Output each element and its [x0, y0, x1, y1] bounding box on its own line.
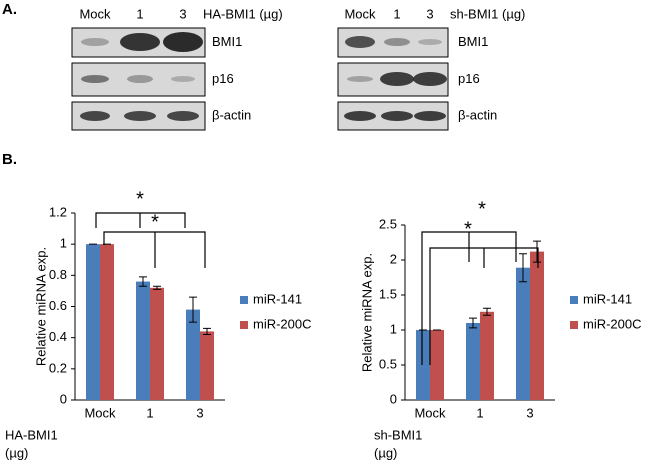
y-tick-label: 0.6	[49, 298, 67, 313]
x-tick-label: 3	[526, 405, 533, 420]
legend-swatch	[570, 296, 578, 304]
error-bar	[153, 285, 161, 290]
y-tick-label: 1.5	[379, 286, 397, 301]
legend-label: miR-141	[583, 291, 632, 306]
significance-brackets	[95, 212, 539, 365]
bar	[430, 330, 444, 400]
bar	[480, 311, 494, 400]
significance-star: *	[464, 218, 472, 240]
y-tick-label: 0.2	[49, 360, 67, 375]
bar	[516, 267, 530, 400]
lane-label: 3	[179, 6, 186, 21]
treatment-label: HA-BMI1 (µg)	[203, 6, 283, 21]
bar	[150, 287, 164, 400]
x-tick-label: 1	[476, 405, 483, 420]
error-bar	[189, 296, 197, 323]
error-bar	[139, 276, 147, 287]
protein-label: β-actin	[458, 107, 497, 122]
bar	[100, 244, 114, 400]
bar	[136, 281, 150, 400]
protein-label: BMI1	[212, 34, 242, 49]
legend-swatch	[570, 321, 578, 329]
x-tick-label: 1	[146, 405, 153, 420]
x-tick-label: Mock	[414, 405, 446, 420]
panel-label: A.	[2, 1, 17, 18]
y-tick-label: 1.2	[49, 204, 67, 219]
bar	[86, 244, 100, 400]
legend-label: miR-200C	[583, 316, 642, 331]
bar	[186, 309, 200, 400]
error-bar	[533, 240, 541, 263]
legend-label: miR-200C	[253, 316, 312, 331]
y-tick-label: 2.5	[379, 216, 397, 231]
protein-label: BMI1	[458, 34, 488, 49]
y-axis-label: Relative miRNA exp.	[359, 253, 374, 372]
error-bar	[469, 317, 477, 329]
error-bar	[519, 253, 527, 283]
lane-label: 3	[426, 6, 433, 21]
treatment-label: sh-BMI1 (µg)	[450, 6, 525, 21]
protein-label: p16	[212, 71, 234, 86]
y-tick-label: 1	[390, 321, 397, 336]
y-tick-label: 2	[390, 251, 397, 266]
legend-swatch	[240, 321, 248, 329]
y-tick-label: 0.8	[49, 267, 67, 282]
x-tick-label: 3	[196, 405, 203, 420]
lane-label: 1	[136, 6, 143, 21]
y-tick-label: 0.4	[49, 329, 67, 344]
panel-label: B.	[2, 151, 17, 168]
x-axis-label: (µg)	[374, 445, 397, 460]
y-tick-label: 0.5	[379, 356, 397, 371]
x-tick-label: Mock	[84, 405, 116, 420]
significance-star: *	[478, 198, 486, 220]
protein-label: p16	[458, 71, 480, 86]
significance-star: *	[136, 188, 144, 210]
bar	[530, 251, 544, 400]
protein-label: β-actin	[212, 107, 251, 122]
error-bar	[203, 327, 211, 336]
error-bar	[483, 307, 491, 316]
x-axis-label: HA-BMI1	[5, 427, 58, 442]
lane-label: Mock	[344, 6, 376, 21]
significance-star: *	[151, 211, 159, 233]
y-tick-label: 0	[60, 391, 67, 406]
y-tick-label: 0	[390, 391, 397, 406]
lane-label: 1	[393, 6, 400, 21]
bar	[416, 330, 430, 400]
bar	[466, 323, 480, 400]
legend-label: miR-141	[253, 291, 302, 306]
lane-label: Mock	[79, 6, 111, 21]
y-tick-label: 1	[60, 236, 67, 251]
y-axis-label: Relative miRNA exp.	[33, 247, 48, 366]
blot-bands	[80, 32, 447, 121]
x-axis-label: (µg)	[5, 445, 28, 460]
bar	[200, 331, 214, 400]
legend-swatch	[240, 296, 248, 304]
x-axis-label: sh-BMI1	[374, 427, 422, 442]
